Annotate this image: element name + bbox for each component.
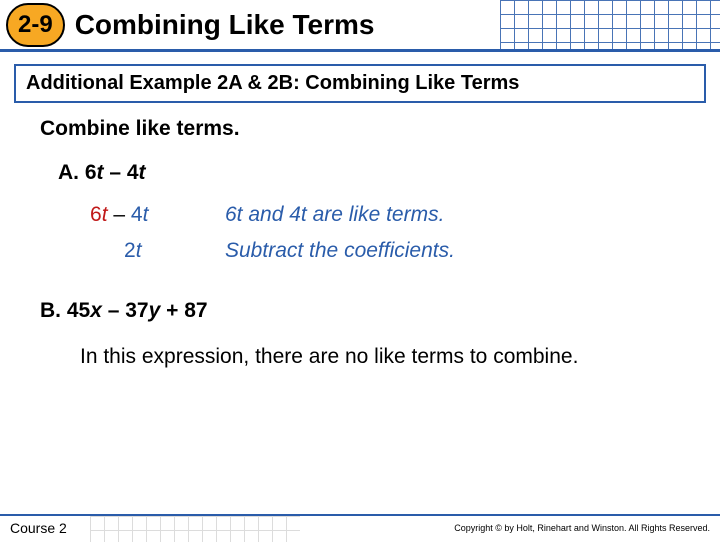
course-label: Course 2 (10, 520, 73, 536)
instruction-text: Combine like terms. (40, 117, 692, 141)
work-step-1: 6t – 4t 6t and 4t are like terms. (90, 203, 692, 227)
operator: – (108, 203, 131, 226)
note-subtract: Subtract the coefficients. (225, 239, 455, 263)
result-var: t (136, 239, 142, 262)
problem-a-pre: A. 6 (58, 161, 97, 184)
result-expression: 2t (90, 239, 225, 263)
problem-b-var2: y (149, 299, 161, 322)
problem-a-var1: t (97, 161, 104, 184)
note-like-terms: 6t and 4t are like terms. (225, 203, 444, 227)
lesson-number-badge: 2-9 (6, 3, 65, 47)
result-coef: 2 (124, 239, 136, 262)
problem-b-pre: B. 45 (40, 299, 90, 322)
problem-b-mid2: + 87 (160, 299, 207, 322)
copyright-text: Copyright © by Holt, Rinehart and Winsto… (454, 523, 710, 533)
problem-a-mid: – 4 (104, 161, 139, 184)
coef-1: 6 (90, 203, 102, 226)
problem-a-var2: t (139, 161, 146, 184)
problem-b-var1: x (90, 299, 102, 322)
example-subtitle: Additional Example 2A & 2B: Combining Li… (14, 64, 706, 103)
work-step-2: 2t Subtract the coefficients. (90, 239, 692, 263)
slide-content: Combine like terms. A. 6t – 4t 6t – 4t 6… (0, 103, 720, 371)
slide-footer: Course 2 Copyright © by Holt, Rinehart a… (0, 514, 720, 540)
var-2: t (143, 203, 149, 226)
work-expression: 6t – 4t (90, 203, 225, 227)
problem-b-explanation: In this expression, there are no like te… (80, 343, 640, 371)
slide-title: Combining Like Terms (75, 9, 383, 41)
slide-header: 2-9 Combining Like Terms (0, 0, 720, 52)
footer-grid-decoration (90, 516, 300, 542)
coef-2: 4 (131, 203, 143, 226)
header-grid-decoration (500, 0, 720, 52)
problem-b-label: B. 45x – 37y + 87 (40, 299, 692, 323)
problem-b-mid1: – 37 (102, 299, 149, 322)
problem-a-label: A. 6t – 4t (58, 161, 692, 185)
